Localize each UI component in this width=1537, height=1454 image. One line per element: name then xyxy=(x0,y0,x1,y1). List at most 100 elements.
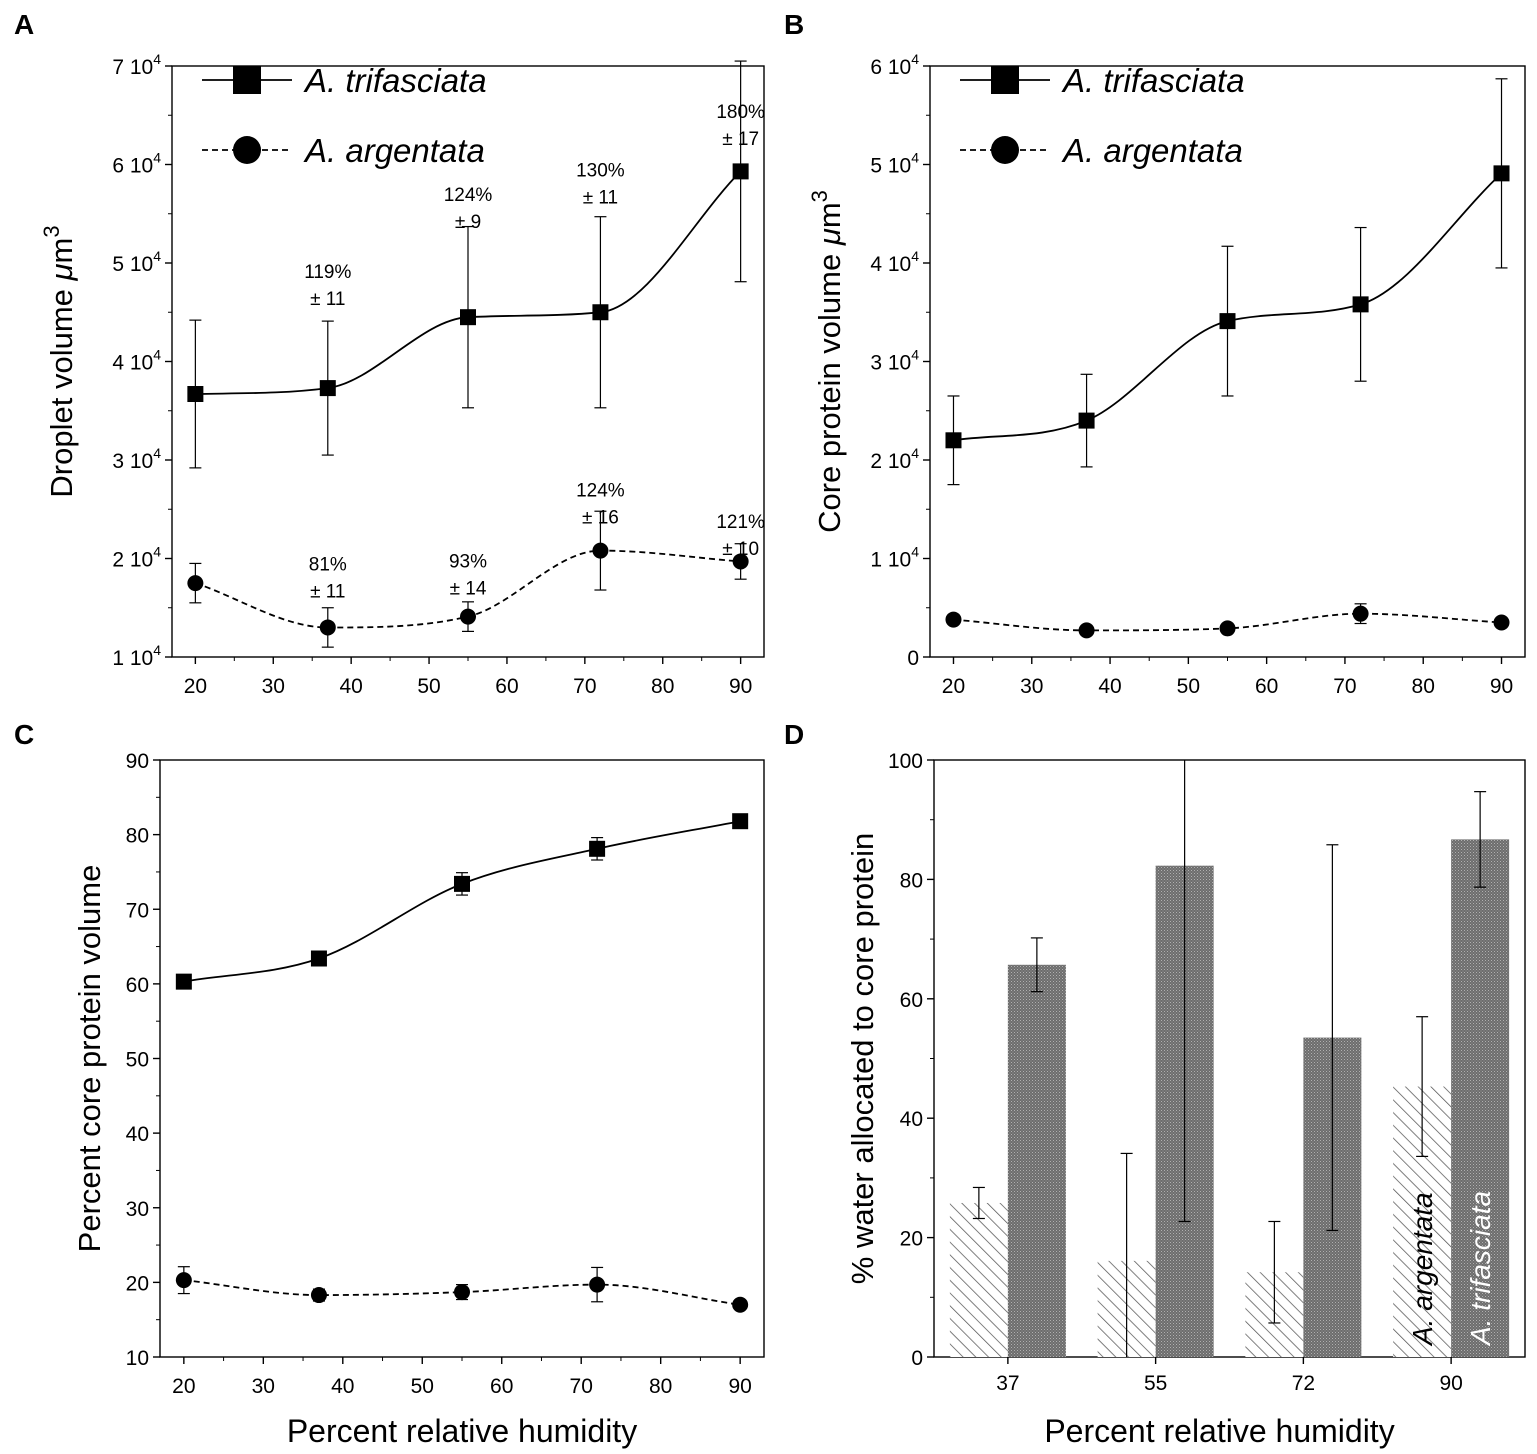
y-axis-label: Percent core protein volume xyxy=(72,865,107,1253)
data-point xyxy=(1219,313,1236,330)
series-a-trifasciata xyxy=(187,60,749,469)
annotation-error: ± 14 xyxy=(450,578,487,599)
data-point xyxy=(319,619,336,636)
data-point xyxy=(732,553,749,570)
data-point xyxy=(589,1276,606,1293)
y-tick-label: 50 xyxy=(126,1049,149,1072)
x-tick-label: 72 xyxy=(1292,1372,1315,1395)
y-tick-label: 5 104 xyxy=(870,150,919,178)
data-point xyxy=(454,1284,470,1301)
data-point xyxy=(454,875,470,892)
x-tick-label: 20 xyxy=(172,1375,195,1398)
x-tick-label: 60 xyxy=(495,675,518,698)
data-point xyxy=(945,611,962,628)
data-point xyxy=(589,840,606,857)
data-point xyxy=(592,542,609,559)
legend-item-a-argentata: A. argentata xyxy=(960,132,1243,169)
x-tick-label: 55 xyxy=(1144,1372,1167,1395)
annotation-percent: 124% xyxy=(576,480,625,501)
annotation-percent: 119% xyxy=(304,262,351,283)
panel-letter-a: A xyxy=(14,9,34,40)
bar-a-trifasciata xyxy=(1007,964,1066,1357)
y-tick-label: 10 xyxy=(126,1347,149,1370)
x-tick-label: 37 xyxy=(996,1372,1019,1395)
data-point xyxy=(460,309,476,326)
data-point xyxy=(175,973,192,990)
bar-label-a-argentata: A. argentata xyxy=(1407,1192,1438,1347)
data-point xyxy=(732,813,749,830)
y-tick-label: 0 xyxy=(907,647,919,670)
annotation-percent: 121% xyxy=(716,512,765,533)
y-axis-label: % water allocated to core protein xyxy=(845,833,880,1284)
annotation-percent: 81% xyxy=(309,554,347,575)
x-tick-label: 70 xyxy=(1333,675,1356,698)
y-tick-label: 20 xyxy=(900,1228,923,1251)
x-axis-label: Percent relative humidity xyxy=(1044,1413,1394,1449)
legend-item-a-trifasciata: A. trifasciata xyxy=(960,62,1245,99)
x-tick-label: 90 xyxy=(1490,675,1513,698)
legend-label: A. argentata xyxy=(1061,132,1243,169)
y-tick-label: 100 xyxy=(888,750,923,773)
data-point xyxy=(460,608,476,625)
data-point xyxy=(732,163,749,180)
legend-item-a-trifasciata: A. trifasciata xyxy=(202,62,487,99)
data-point xyxy=(1078,622,1095,639)
data-point xyxy=(1493,614,1510,631)
y-tick-label: 90 xyxy=(126,750,149,773)
y-tick-label: 1 104 xyxy=(870,544,919,572)
legend-marker xyxy=(233,66,261,94)
data-point xyxy=(187,575,204,592)
x-tick-label: 20 xyxy=(942,675,965,698)
x-tick-label: 90 xyxy=(728,1375,751,1398)
data-point xyxy=(1219,620,1236,637)
legend-item-a-argentata: A. argentata xyxy=(202,132,485,169)
y-tick-label: 5 104 xyxy=(112,248,161,276)
series-a-trifasciata xyxy=(945,78,1510,486)
y-tick-label: 6 104 xyxy=(870,51,919,79)
data-point xyxy=(1352,296,1369,313)
data-point xyxy=(175,1272,192,1289)
legend-marker xyxy=(991,136,1019,164)
legend-marker xyxy=(233,136,261,164)
y-tick-label: 80 xyxy=(126,825,149,848)
annotation-error: ± 9 xyxy=(455,212,481,233)
x-tick-label: 40 xyxy=(331,1375,354,1398)
x-tick-label: 30 xyxy=(252,1375,275,1398)
y-axis-label: Droplet volume μm3 xyxy=(39,225,79,497)
x-tick-label: 80 xyxy=(649,1375,672,1398)
panel-letter-d: D xyxy=(784,719,804,750)
data-point xyxy=(310,950,327,967)
x-tick-label: 90 xyxy=(1439,1372,1462,1395)
legend-marker xyxy=(991,66,1019,94)
bar-label-a-trifasciata: A. trifasciata xyxy=(1465,1191,1496,1347)
x-tick-label: 90 xyxy=(729,675,752,698)
y-tick-label: 60 xyxy=(900,989,923,1012)
annotation-percent: 93% xyxy=(449,551,487,572)
x-tick-label: 30 xyxy=(1020,675,1043,698)
y-tick-label: 2 104 xyxy=(112,544,161,572)
x-tick-label: 80 xyxy=(1412,675,1435,698)
x-tick-label: 30 xyxy=(262,675,285,698)
legend-label: A. argentata xyxy=(303,132,485,169)
annotation-error: ± 10 xyxy=(722,539,759,560)
legend-label: A. trifasciata xyxy=(303,62,487,99)
x-tick-label: 50 xyxy=(1177,675,1200,698)
data-point xyxy=(592,304,609,321)
x-tick-label: 50 xyxy=(411,1375,434,1398)
data-point xyxy=(732,1296,749,1313)
panel-letter-b: B xyxy=(784,9,804,40)
data-point xyxy=(310,1287,327,1304)
x-tick-label: 60 xyxy=(490,1375,513,1398)
annotation-error: ± 11 xyxy=(310,289,345,310)
data-point xyxy=(1078,412,1095,429)
chart-panel-b: 0 1 104 2 104 3 104 4 104 5 104 6 104 20 30 40 50 6… xyxy=(807,51,1526,698)
y-tick-label: 80 xyxy=(900,869,923,892)
y-tick-label: 3 104 xyxy=(870,347,919,375)
y-tick-label: 40 xyxy=(900,1108,923,1131)
series-a-argentata xyxy=(187,510,749,648)
data-point xyxy=(1493,165,1510,182)
annotation-percent: 180% xyxy=(716,102,765,123)
y-tick-label: 0 xyxy=(911,1347,923,1370)
data-point xyxy=(187,386,204,403)
